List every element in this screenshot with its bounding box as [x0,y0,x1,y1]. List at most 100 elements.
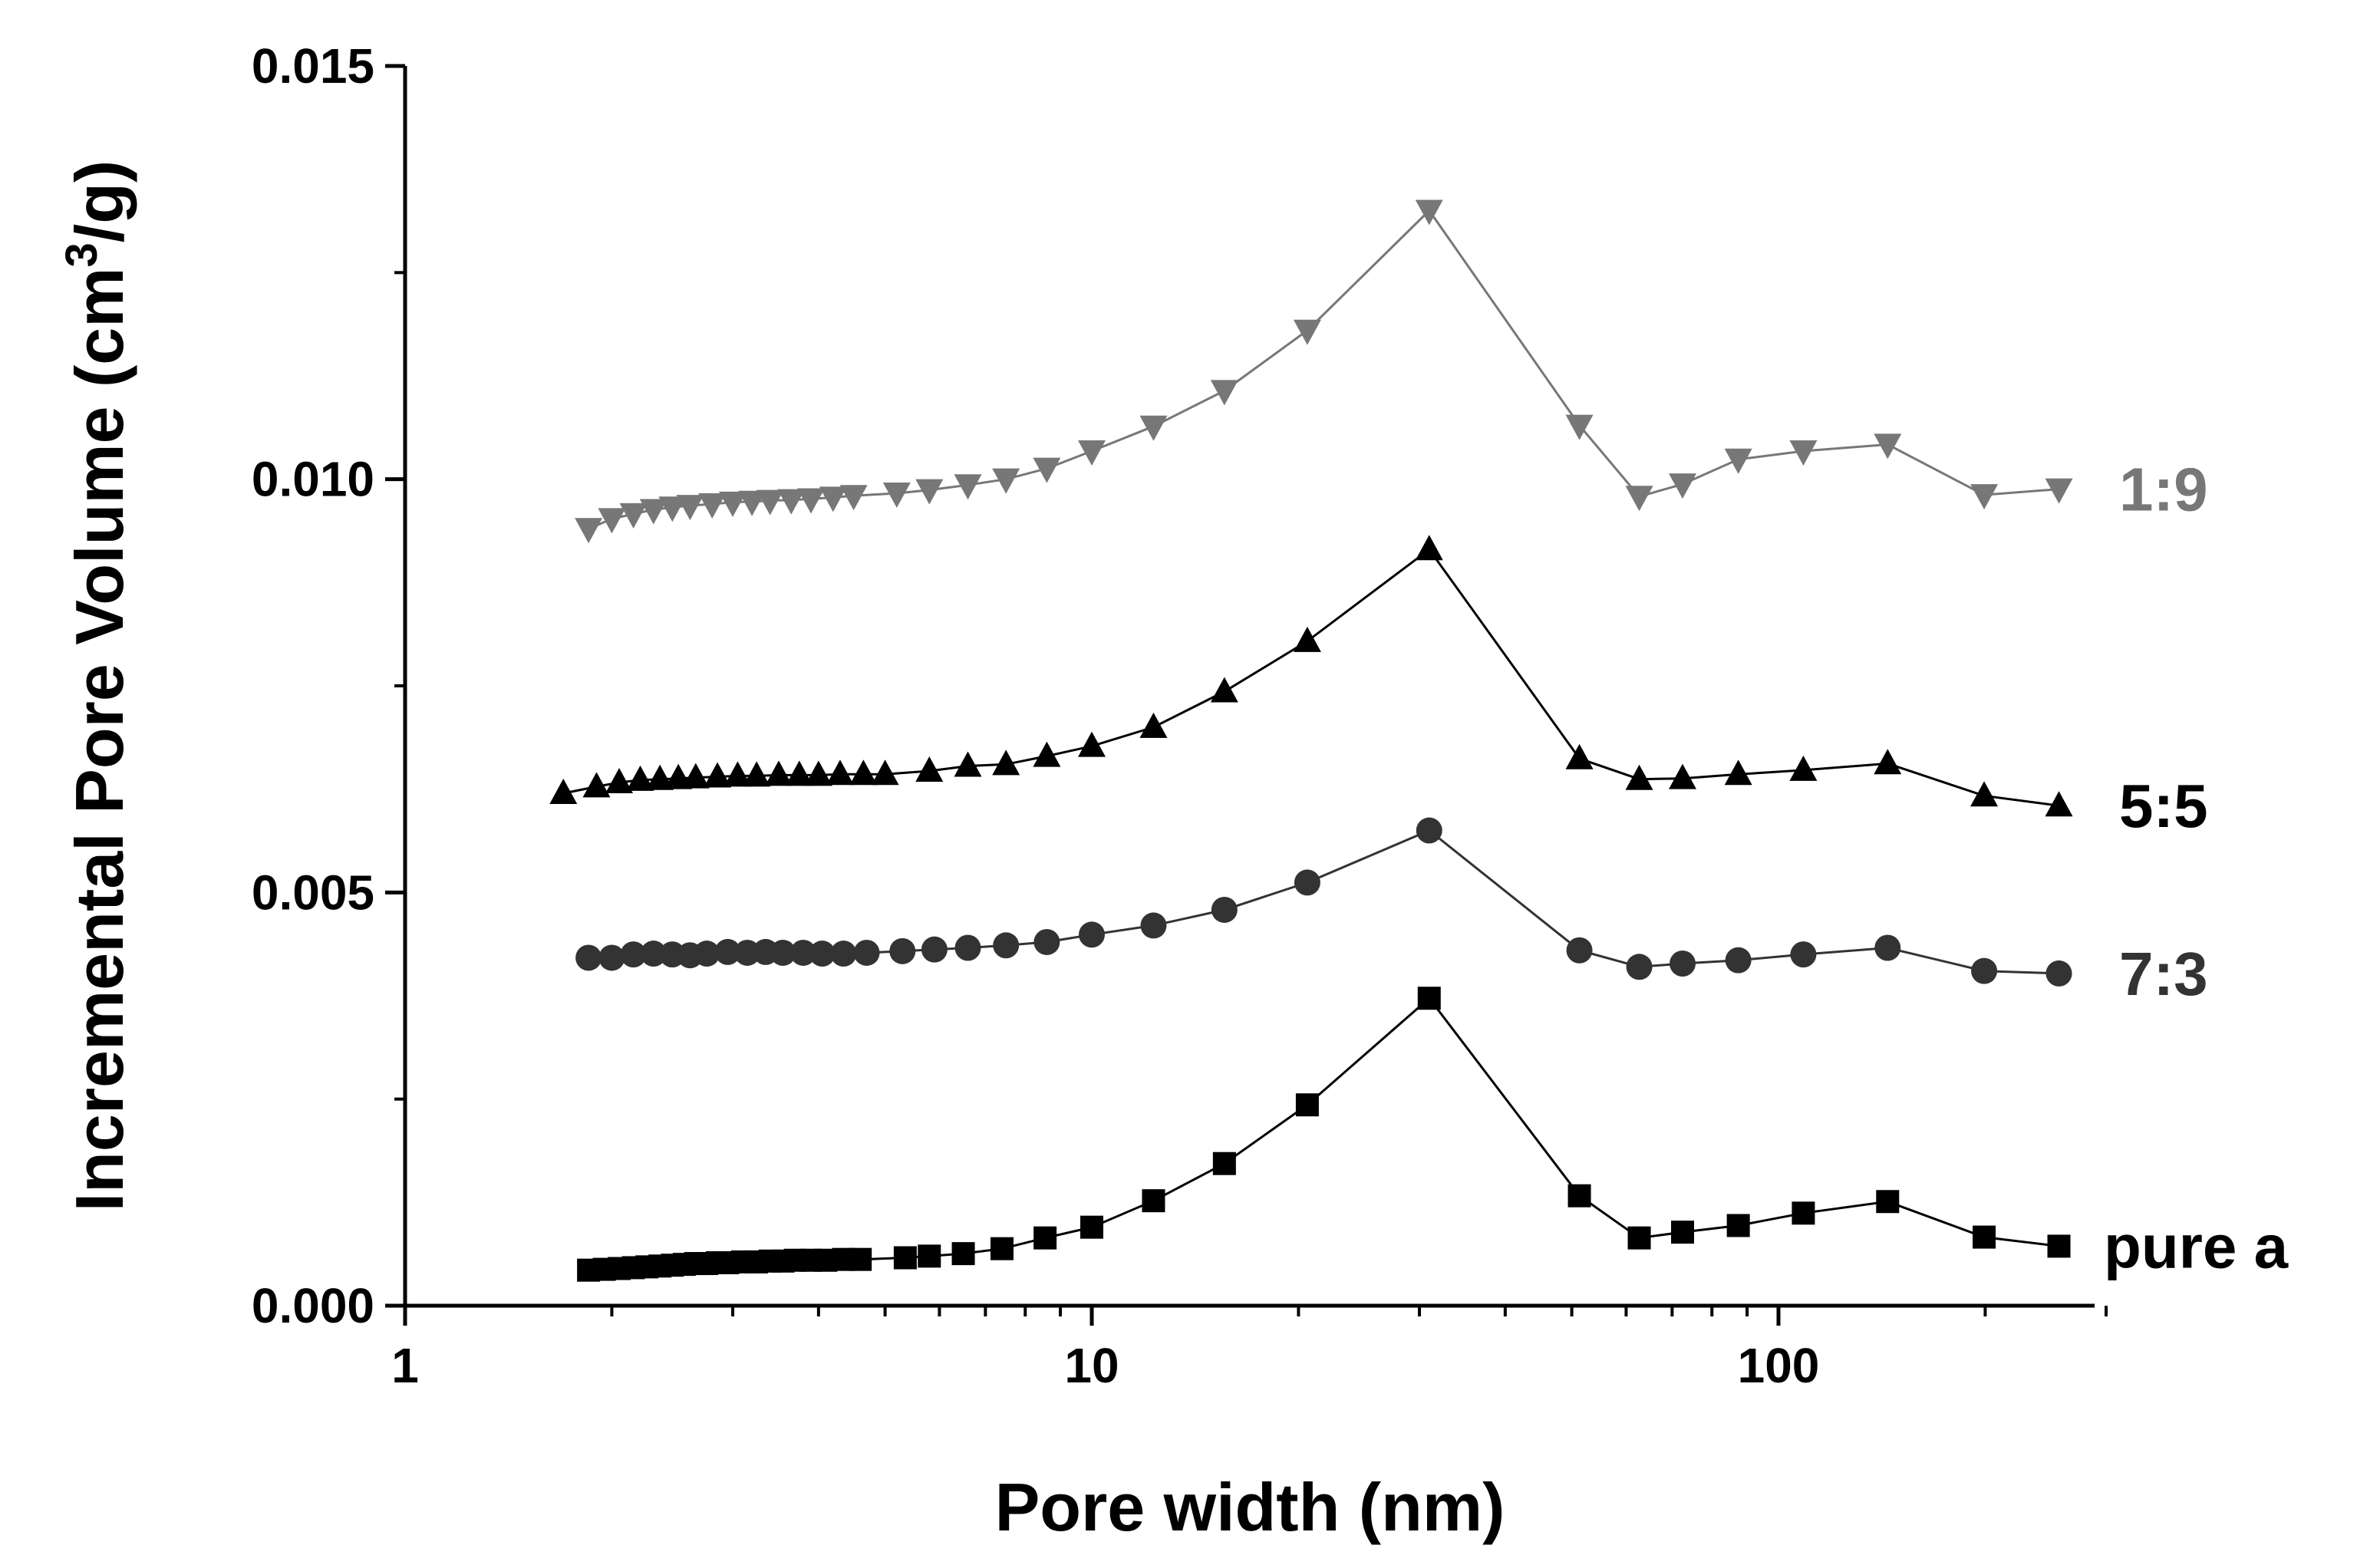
data-point [719,491,747,517]
y-axis-title-end: /g) [61,160,137,243]
x-axis-title: Pore width (nm) [995,1469,1505,1545]
data-point [830,941,857,967]
data-point [1874,934,1901,961]
data-point [733,939,760,966]
data-point [704,762,732,788]
y-ticks: 0.000 0.005 0.010 0.015 [252,38,405,1333]
data-point [626,765,654,791]
series-7-3 [575,817,2072,987]
data-point [804,760,832,786]
data-point [1080,1215,1103,1239]
data-point [1416,817,1442,844]
data-point [575,944,602,971]
series-layer [549,199,2073,1282]
series-5-5 [549,535,2073,817]
data-point [1670,950,1696,977]
data-point [770,939,796,966]
data-point [849,759,878,786]
data-point [1726,1214,1750,1237]
data-point [764,760,793,786]
data-point [1671,1221,1695,1244]
data-point [1626,954,1653,980]
y-tick-label: 0.000 [252,1278,374,1333]
data-point [676,495,704,521]
data-point [1212,1152,1236,1175]
x-tick-label: 10 [1064,1338,1119,1393]
data-point [646,764,674,790]
series-line [588,209,2059,530]
data-point [1033,457,1061,483]
data-point [1565,743,1594,769]
data-point [797,488,826,514]
data-point [1415,535,1443,561]
data-point [1973,1225,1996,1249]
data-point [2047,1234,2071,1258]
data-point [1210,380,1238,406]
data-point [724,761,752,787]
data-point [2045,791,2073,817]
data-point [954,934,981,961]
data-point [1566,937,1593,964]
series-line [588,997,2059,1272]
data-point [1876,1190,1900,1214]
data-point [849,1247,872,1271]
data-point [785,760,813,786]
data-point [1567,1184,1591,1208]
series-label: 5:5 [2119,772,2208,840]
data-point [1625,486,1653,512]
data-point [1565,414,1594,440]
data-point [777,489,806,515]
data-point [1139,712,1168,738]
data-point [1210,677,1238,703]
data-point [1295,1093,1319,1117]
data-point [681,763,710,789]
data-point [738,490,766,516]
data-point [1970,781,1999,807]
data-point [921,936,948,963]
data-point [889,937,916,964]
data-point [658,496,687,522]
data-point [1669,763,1697,789]
data-point [1033,741,1061,767]
data-point [809,941,836,967]
data-point [1033,1226,1057,1250]
data-point [1724,759,1752,786]
data-point [743,761,771,787]
series-pure-a [577,987,2071,1282]
data-point [990,1237,1014,1260]
data-point [549,779,578,805]
series-line [563,548,2059,807]
data-point [1078,731,1106,757]
y-tick-label: 0.015 [252,38,374,94]
data-point [1874,749,1902,775]
data-point [954,751,982,777]
data-point [582,772,611,798]
data-point [1033,928,1060,955]
data-point [1078,440,1106,466]
x-tick-label: 100 [1738,1338,1820,1393]
data-point [605,768,634,794]
y-axis-title: Incremental Pore Volume (cm3/g) [57,160,137,1212]
data-point [1970,484,1999,510]
data-point [1789,755,1818,781]
data-point [1625,764,1653,790]
series-1-9 [575,199,2073,544]
data-point [1971,957,1998,984]
data-point [893,1246,917,1270]
data-point [639,499,668,525]
data-point [1627,1226,1651,1250]
data-point [1139,415,1168,441]
plot-area [403,66,2095,1308]
data-point [826,759,854,786]
series-label: pure a [2104,1212,2289,1280]
data-point [1415,199,1443,226]
data-point [819,486,847,512]
data-point [1211,896,1238,923]
data-point [1293,626,1321,652]
data-point [1142,1189,1165,1213]
data-point [871,759,899,786]
data-point [853,939,880,966]
data-point [2045,960,2072,987]
data-point [918,1244,941,1268]
